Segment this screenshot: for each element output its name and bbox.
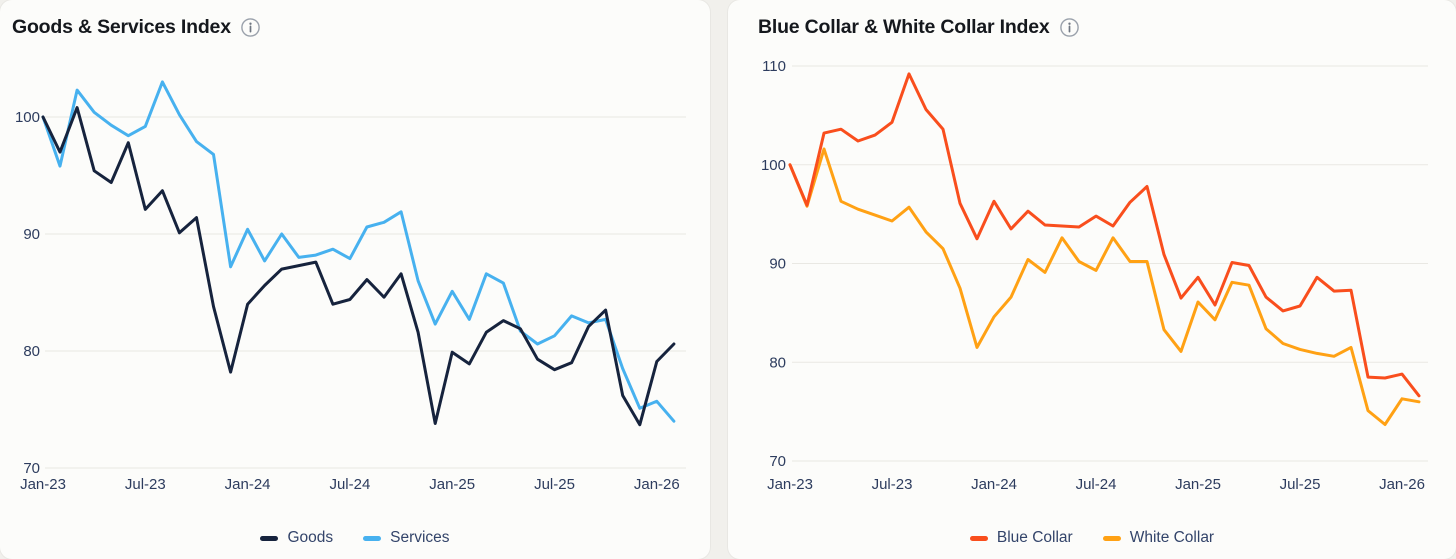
y-axis-tick-label: 70 — [23, 460, 40, 477]
info-icon[interactable] — [240, 17, 261, 38]
goods-services-title-row: Goods & Services Index — [12, 16, 261, 39]
goods-line — [41, 106, 676, 427]
x-axis-tick-label: Jul-25 — [1280, 476, 1321, 493]
legend-item-white-collar[interactable]: White Collar — [1102, 529, 1215, 547]
blue-white-collar-title-row: Blue Collar & White Collar Index — [758, 16, 1080, 39]
legend-label: Goods — [287, 529, 334, 546]
y-axis-tick-label: 110 — [762, 58, 786, 75]
x-axis-tick-label: Jan-25 — [1175, 476, 1221, 493]
y-axis-tick-label: 90 — [23, 226, 40, 243]
legend-label: Blue Collar — [996, 529, 1073, 546]
blue-white-collar-chart: 70 80 90 100 110 Jan-23 Jul-23 Jan-24 Jul-24 Jan-… — [761, 58, 1428, 493]
x-axis-tick-label: Jul-25 — [534, 476, 575, 493]
white-collar-swatch-icon — [1102, 535, 1121, 541]
blue-collar-swatch-icon — [969, 535, 988, 541]
legend-label: Services — [390, 529, 450, 546]
chart-title: Goods & Services Index — [12, 16, 231, 38]
x-axis-tick-label: Jul-24 — [329, 476, 370, 493]
x-axis-tick-label: Jul-24 — [1076, 476, 1117, 493]
y-axis-tick-label: 80 — [769, 354, 786, 371]
y-axis-tick-label: 100 — [15, 109, 40, 126]
white-collar-line — [788, 147, 1421, 426]
services-swatch-icon — [363, 535, 382, 541]
x-axis-tick-label: Jan-24 — [225, 476, 271, 493]
x-axis-tick-label: Jan-23 — [767, 476, 813, 493]
info-icon[interactable] — [1059, 17, 1080, 38]
x-axis-tick-label: Jul-23 — [872, 476, 913, 493]
goods-swatch-icon — [260, 535, 279, 541]
x-axis-tick-label: Jan-24 — [971, 476, 1017, 493]
y-axis-tick-label: 80 — [23, 343, 40, 360]
x-axis-tick-label: Jan-26 — [1379, 476, 1425, 493]
legend-item-goods[interactable]: Goods — [260, 529, 333, 547]
x-axis-tick-label: Jan-26 — [634, 476, 680, 493]
services-line — [41, 80, 676, 423]
blue-white-collar-legend: Blue Collar White Collar — [728, 529, 1456, 547]
legend-item-services[interactable]: Services — [363, 529, 450, 547]
legend-label: White Collar — [1129, 529, 1215, 546]
x-axis-tick-label: Jul-23 — [125, 476, 166, 493]
x-axis-tick-label: Jan-25 — [429, 476, 475, 493]
y-axis-tick-label: 90 — [769, 256, 786, 273]
goods-services-card: Goods & Services Index 70 80 90 100 Jan-23 Ju… — [0, 0, 710, 559]
blue-collar-line — [788, 72, 1421, 398]
goods-services-legend: Goods Services — [0, 529, 710, 547]
goods-services-chart: 70 80 90 100 Jan-23 Jul-23 Jan-24 Jul-24 Jan-25 J… — [15, 80, 686, 493]
y-axis-tick-label: 70 — [769, 453, 786, 470]
legend-item-blue-collar[interactable]: Blue Collar — [969, 529, 1073, 547]
y-axis-tick-label: 100 — [761, 157, 786, 174]
x-axis-tick-label: Jan-23 — [20, 476, 66, 493]
chart-title: Blue Collar & White Collar Index — [758, 16, 1050, 38]
blue-white-collar-card: Blue Collar & White Collar Index 70 80 90 1… — [728, 0, 1456, 559]
